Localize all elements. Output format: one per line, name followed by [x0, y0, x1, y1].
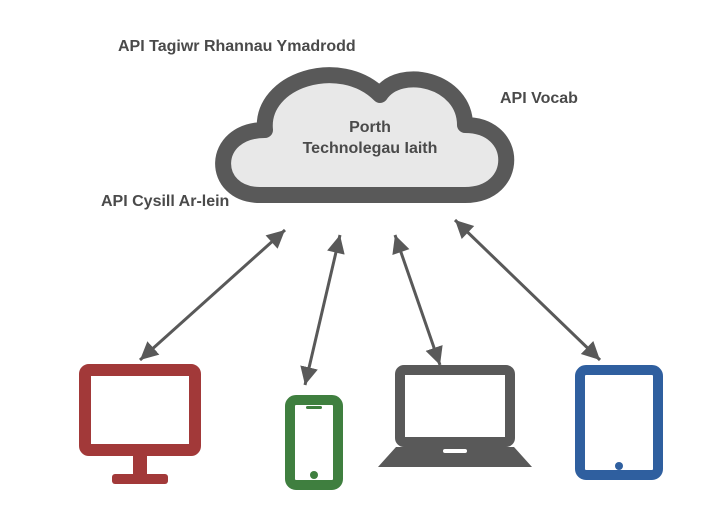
api-label-top: API Tagiwr Rhannau Ymadrodd: [118, 38, 356, 56]
tablet-icon: [580, 370, 658, 475]
cloud-title-line1: Porth: [349, 119, 391, 136]
desktop-monitor-icon: [85, 370, 195, 484]
cloud-title: Porth Technolegau Iaith: [280, 118, 460, 160]
diagram-canvas: [0, 0, 706, 515]
connection-arrows: [140, 220, 600, 385]
laptop-icon: [378, 370, 532, 467]
smartphone-icon: [290, 400, 338, 485]
cloud-title-line2: Technolegau Iaith: [303, 140, 438, 157]
api-label-right: API Vocab: [500, 90, 578, 108]
api-label-left: API Cysill Ar-lein: [101, 193, 229, 211]
